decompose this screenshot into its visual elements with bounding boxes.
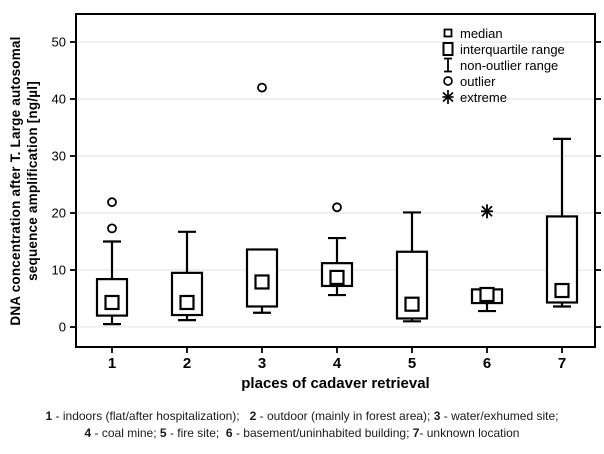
x-tick-label: 2: [183, 355, 191, 372]
y-tick-label: 40: [52, 92, 66, 107]
x-tick-label: 4: [333, 355, 342, 372]
legend-item-label: outlier: [460, 73, 496, 89]
x-tick-label: 1: [108, 355, 116, 372]
x-tick-label: 6: [483, 355, 491, 372]
y-tick-label: 20: [52, 206, 66, 221]
median-square: [404, 296, 420, 312]
legend-median-icon: [443, 28, 453, 38]
outlier-point: [107, 197, 117, 208]
y-tick-label: 10: [52, 263, 66, 278]
y-tick-label: 0: [59, 320, 66, 335]
outlier-point: [107, 223, 117, 234]
legend: median interquartile range non-outlier ran…: [440, 25, 565, 105]
median-square: [179, 294, 195, 311]
legend-item-extreme: extreme: [440, 89, 565, 105]
legend-item-median: median: [440, 25, 565, 41]
box-group-2: [170, 230, 204, 322]
x-tick-label: 7: [558, 355, 566, 372]
legend-item-label: median: [460, 25, 503, 41]
caption-text: - outdoor (mainly in forest area);: [256, 409, 434, 423]
y-tick-label: 30: [52, 149, 66, 164]
box-group-6: [470, 204, 504, 313]
outlier-circle-icon: [443, 76, 453, 86]
box-group-7: [545, 137, 579, 308]
legend-outlier-icon: [443, 76, 453, 86]
caption-place-number: 5: [159, 426, 167, 440]
legend-item-label: interquartile range: [460, 41, 565, 57]
caption-place-number: 1: [45, 409, 53, 423]
caption-text: - coal mine;: [91, 426, 160, 440]
outlier-point: [332, 202, 342, 213]
caption-place-number: 4: [84, 426, 92, 440]
plot-area: 0 10 20 30 40 50 1 2 3 4 5 6 7: [52, 13, 601, 372]
median-square: [329, 269, 345, 286]
caption-place-number: 6: [225, 426, 233, 440]
y-tick-label: 50: [52, 35, 66, 50]
x-tick-label: 3: [258, 355, 266, 372]
caption-text: - water/exhumed site;: [440, 409, 559, 423]
caption-place-number: 7: [412, 426, 420, 440]
legend-iqr-icon: [442, 42, 454, 56]
figure-caption-line1: 1 - indoors (flat/after hospitalization)…: [0, 408, 604, 425]
caption-text: - indoors (flat/after hospitalization);: [52, 409, 250, 423]
box-group-3: [245, 82, 279, 314]
median-square: [104, 294, 120, 311]
plot-frame: [75, 13, 596, 348]
caption-place-number: 2: [249, 409, 257, 423]
legend-whisker-icon: [444, 57, 452, 73]
x-axis-title: places of cadaver retrieval: [241, 375, 430, 392]
median-square: [479, 286, 495, 303]
caption-text: - basement/uninhabited building;: [232, 426, 413, 440]
extreme-asterisk-icon: [442, 90, 454, 104]
legend-extreme-icon: [442, 90, 454, 104]
whisker-ibeam-icon: [444, 57, 452, 73]
x-tick-label: 5: [408, 355, 416, 372]
median-square: [254, 274, 270, 290]
figure-caption-line2: 4 - coal mine; 5 - fire site; 6 - baseme…: [0, 425, 604, 442]
box-group-5: [395, 211, 429, 323]
extreme-point: [481, 204, 493, 219]
legend-item-non-outlier-range: non-outlier range: [440, 57, 565, 73]
box-group-4: [320, 202, 354, 297]
outlier-point: [257, 82, 267, 93]
caption-text: - unknown location: [419, 426, 520, 440]
legend-item-interquartile-range: interquartile range: [440, 41, 565, 57]
legend-item-label: extreme: [460, 89, 507, 105]
median-square-icon: [443, 28, 453, 38]
median-square: [554, 282, 570, 299]
iqr-box: [395, 250, 429, 320]
iqr-box-icon: [442, 42, 454, 56]
caption-text: - fire site;: [166, 426, 226, 440]
legend-item-label: non-outlier range: [460, 57, 559, 73]
caption-place-number: 3: [433, 409, 441, 423]
box-group-1: [95, 197, 129, 326]
legend-item-outlier: outlier: [440, 73, 565, 89]
